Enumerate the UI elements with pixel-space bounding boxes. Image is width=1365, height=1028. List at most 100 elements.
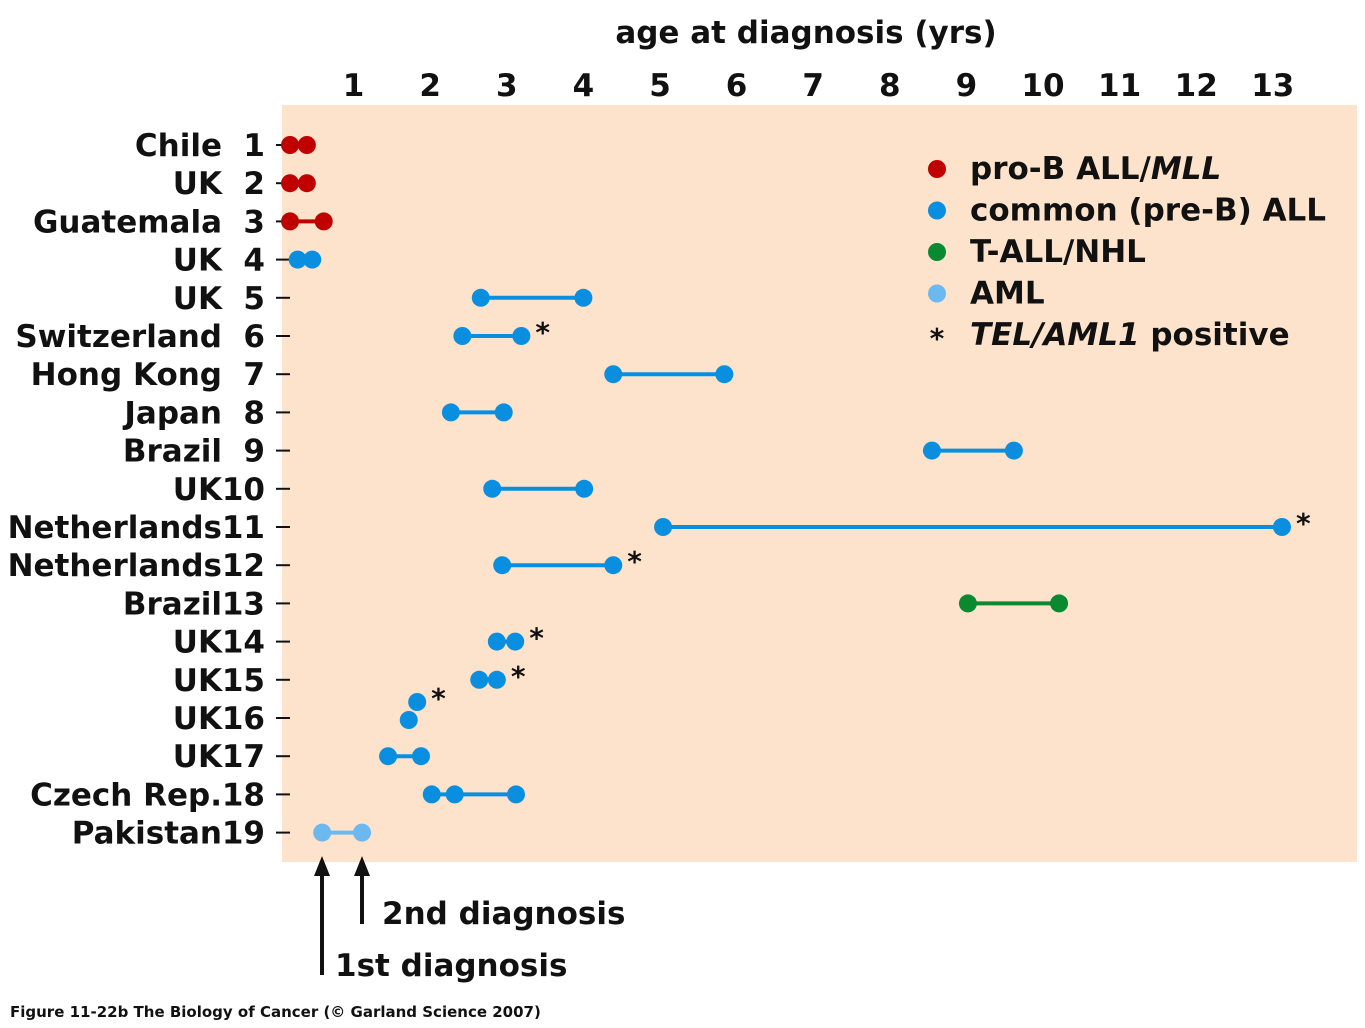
- diagnosis-point: [604, 556, 623, 575]
- case-number: 5: [243, 281, 265, 317]
- diagnosis-point: [512, 327, 531, 345]
- tel-aml1-marker: *: [627, 545, 642, 578]
- tel-aml1-marker: *: [431, 682, 446, 715]
- diagnosis-point: [313, 823, 332, 842]
- x-tick-label: 7: [802, 68, 824, 104]
- country-label: Chile: [135, 128, 222, 164]
- data-row: UK 15 *: [173, 660, 526, 699]
- data-row: Netherlands 11 *: [8, 507, 1311, 546]
- legend-star: *: [930, 322, 945, 355]
- x-tick-label: 5: [649, 68, 671, 104]
- x-tick-label: 12: [1175, 68, 1218, 104]
- diagnosis-point: [288, 250, 307, 269]
- legend-dot: [928, 201, 946, 220]
- case-number: 3: [243, 204, 265, 240]
- data-row: Netherlands 12 *: [8, 545, 643, 584]
- data-row: UK 17: [173, 739, 431, 775]
- diagnosis-point: [281, 136, 300, 154]
- country-label: UK: [173, 663, 223, 699]
- case-number: 19: [222, 816, 265, 852]
- diagnosis-point: [1004, 441, 1023, 460]
- data-row: Hong Kong 7: [31, 357, 734, 393]
- second-diagnosis-arrowhead: [354, 856, 370, 876]
- data-row: UK 14 *: [173, 622, 544, 661]
- country-label: UK: [173, 166, 223, 202]
- case-number: 18: [222, 777, 265, 813]
- diagnosis-point: [471, 288, 490, 307]
- x-tick-label: 13: [1251, 68, 1294, 104]
- legend-label: pro-B ALL/MLL: [970, 151, 1221, 187]
- legend-label: TEL/AML1 positive: [970, 317, 1290, 353]
- case-number: 8: [243, 395, 265, 431]
- legend: pro-B ALL/MLL common (pre-B) ALL T-ALL/NHL…: [928, 151, 1326, 355]
- diagnosis-point: [314, 212, 333, 231]
- tel-aml1-marker: *: [529, 622, 544, 655]
- data-row: Chile 1: [135, 128, 316, 164]
- diagnosis-point: [353, 823, 372, 842]
- case-number: 13: [222, 586, 265, 622]
- data-row: UK 5: [173, 281, 593, 317]
- data-row: Japan 8: [122, 395, 513, 431]
- diagnosis-point: [453, 327, 472, 345]
- legend-label: AML: [970, 276, 1045, 312]
- country-label: Brazil: [123, 434, 222, 470]
- country-label: Guatemala: [33, 204, 222, 240]
- legend-label: common (pre-B) ALL: [970, 193, 1326, 229]
- data-row: UK 2: [173, 166, 316, 202]
- diagnosis-point: [281, 174, 300, 193]
- country-label: Czech Rep.: [30, 777, 222, 813]
- diagnosis-annotation: 2nd diagnosis 1st diagnosis: [314, 856, 625, 984]
- diagnosis-point: [281, 212, 300, 231]
- diagnosis-point: [297, 136, 316, 154]
- diagnosis-point: [441, 403, 460, 422]
- country-label: Netherlands: [8, 548, 222, 584]
- tel-aml1-marker: *: [1296, 507, 1311, 540]
- legend-dot: [928, 284, 946, 303]
- case-number: 2: [243, 166, 265, 202]
- x-tick-label: 2: [419, 68, 441, 104]
- case-number: 9: [243, 434, 265, 470]
- diagnosis-point: [958, 594, 977, 613]
- first-diagnosis-label: 1st diagnosis: [335, 948, 567, 984]
- data-row: Pakistan 19: [72, 816, 372, 852]
- diagnosis-point: [487, 670, 506, 689]
- x-tick-label: 10: [1021, 68, 1064, 104]
- case-number: 11: [222, 510, 265, 546]
- legend-item: AML: [928, 276, 1045, 312]
- country-label: Pakistan: [72, 816, 222, 852]
- case-number: 15: [222, 663, 265, 699]
- diagnosis-point: [422, 785, 441, 804]
- legend-item: * TEL/AML1 positive: [930, 317, 1290, 355]
- diagnosis-point: [379, 747, 398, 766]
- case-number: 16: [222, 701, 265, 737]
- diagnosis-point: [412, 747, 431, 766]
- data-row: Brazil 13: [123, 586, 1069, 622]
- country-label: Brazil: [123, 586, 222, 622]
- diagnosis-point: [654, 518, 673, 536]
- x-tick-label: 3: [496, 68, 518, 104]
- country-label: Japan: [122, 395, 222, 431]
- legend-dot: [928, 243, 946, 261]
- x-tick-label: 11: [1098, 68, 1141, 104]
- data-row: UK 4: [173, 243, 322, 279]
- tel-aml1-marker: *: [535, 316, 550, 349]
- case-number: 14: [222, 625, 265, 661]
- case-number: 17: [222, 739, 265, 775]
- country-label: Switzerland: [15, 319, 222, 355]
- diagnosis-point: [922, 441, 941, 460]
- case-number: 1: [243, 128, 265, 164]
- legend-dot: [928, 160, 946, 178]
- diagnosis-point: [483, 479, 502, 498]
- diagnosis-point: [303, 250, 322, 269]
- x-tick-label: 6: [726, 68, 748, 104]
- legend-label: T-ALL/NHL: [970, 234, 1146, 270]
- diagnosis-point: [575, 479, 594, 498]
- data-row: UK 10: [173, 472, 594, 508]
- diagnosis-point: [487, 632, 506, 651]
- case-number: 7: [243, 357, 265, 393]
- diagnosis-point: [574, 288, 593, 307]
- diagnosis-point: [493, 556, 512, 575]
- first-diagnosis-arrowhead: [314, 856, 330, 876]
- diagnosis-point: [399, 711, 418, 729]
- figure-caption: Figure 11-22b The Biology of Cancer (© G…: [10, 1003, 541, 1021]
